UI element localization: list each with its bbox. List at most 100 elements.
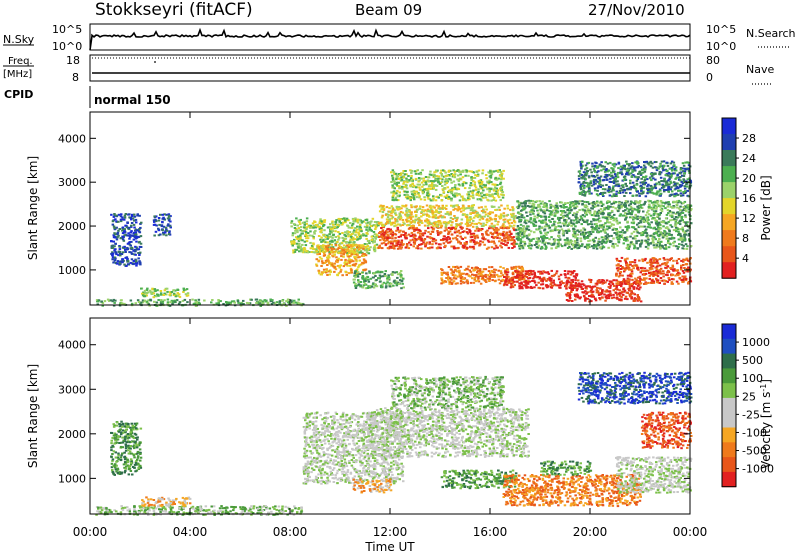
power-cell: [217, 302, 220, 305]
power-cell: [682, 260, 685, 263]
power-cell: [343, 244, 346, 247]
power-cell: [539, 247, 543, 250]
power-cell: [556, 207, 559, 210]
power-cell: [429, 170, 432, 173]
power-cell: [451, 205, 455, 208]
power-cell: [510, 266, 513, 269]
power-cell: [136, 248, 139, 251]
power-cell: [324, 247, 327, 250]
power-cell: [619, 226, 622, 229]
power-cell: [450, 224, 453, 227]
power-cell: [559, 273, 563, 276]
power-cell: [305, 237, 308, 240]
power-cell: [527, 245, 530, 247]
power-cell: [650, 234, 654, 237]
power-cell: [316, 253, 319, 256]
power-cell: [667, 269, 670, 272]
power-cell: [320, 240, 323, 243]
power-cell: [399, 270, 403, 272]
power-cell: [380, 235, 384, 238]
power-cell: [294, 248, 297, 251]
power-cell: [655, 201, 658, 204]
power-cell: [524, 205, 527, 208]
power-cell: [141, 301, 145, 304]
power-cell: [680, 279, 683, 281]
power-cell: [480, 195, 484, 198]
power-cell: [318, 256, 322, 259]
power-cell: [339, 251, 343, 254]
power-cell: [566, 272, 570, 275]
power-cell: [563, 214, 567, 217]
power-cell: [578, 230, 581, 233]
power-cell: [395, 283, 398, 286]
power-cell: [413, 230, 416, 233]
power-cell: [486, 198, 489, 201]
power-cell: [672, 259, 675, 262]
power-cell: [166, 224, 169, 227]
power-cell: [320, 257, 323, 260]
power-cell: [655, 268, 659, 271]
power-cell: [519, 223, 523, 226]
power-cell: [399, 216, 403, 219]
power-cell: [436, 230, 439, 232]
power-cell: [477, 229, 480, 232]
power-cell: [662, 275, 665, 278]
power-cell: [488, 227, 491, 230]
power-cell: [539, 232, 543, 235]
power-cell: [111, 254, 114, 257]
power-cell: [666, 265, 670, 268]
power-cell: [426, 247, 430, 249]
power-cell: [400, 207, 403, 210]
power-cell: [631, 265, 634, 267]
nave-label: Nave: [746, 63, 774, 76]
power-cell: [398, 231, 401, 234]
power-cell: [439, 210, 442, 213]
power-cell: [659, 267, 663, 270]
power-cell: [608, 280, 612, 283]
power-cell: [575, 285, 579, 288]
power-cell: [559, 281, 562, 284]
power-cell: [450, 204, 453, 207]
power-cell: [350, 269, 353, 272]
power-cell: [450, 191, 453, 194]
power-cell: [446, 273, 449, 276]
power-cell: [622, 293, 625, 296]
power-cell: [404, 246, 408, 249]
power-cell: [440, 277, 443, 280]
power-cell: [383, 273, 387, 275]
power-cell: [294, 301, 298, 304]
power-cell: [418, 179, 421, 182]
power-cell: [443, 170, 446, 173]
power-cell: [628, 295, 632, 298]
power-cell: [628, 208, 631, 211]
power-cell: [285, 304, 288, 307]
power-cell: [662, 232, 665, 235]
power-cell: [230, 300, 234, 303]
power-cell: [164, 230, 167, 233]
power-cell: [157, 234, 161, 237]
power-cell: [437, 243, 441, 246]
power-cell: [353, 256, 356, 258]
power-cell: [450, 181, 453, 184]
power-cell: [469, 209, 473, 212]
power-cell: [305, 235, 309, 237]
power-cell: [509, 280, 513, 283]
power-cell: [675, 269, 679, 272]
power-cell: [126, 234, 129, 237]
power-cell: [525, 211, 528, 214]
power-cell: [639, 215, 642, 218]
power-cell: [305, 228, 308, 231]
power-cell: [140, 221, 143, 224]
power-cell: [631, 226, 634, 229]
power-cell: [387, 241, 391, 243]
power-cell: [327, 244, 330, 247]
power-cell: [323, 229, 326, 232]
power-cell: [572, 235, 575, 238]
power-cell: [616, 283, 620, 285]
power-cell: [477, 221, 481, 224]
power-cell: [508, 224, 512, 227]
power-cell: [618, 281, 622, 284]
power-cell: [316, 223, 319, 226]
power-cell: [559, 225, 563, 228]
power-cell: [468, 228, 471, 231]
